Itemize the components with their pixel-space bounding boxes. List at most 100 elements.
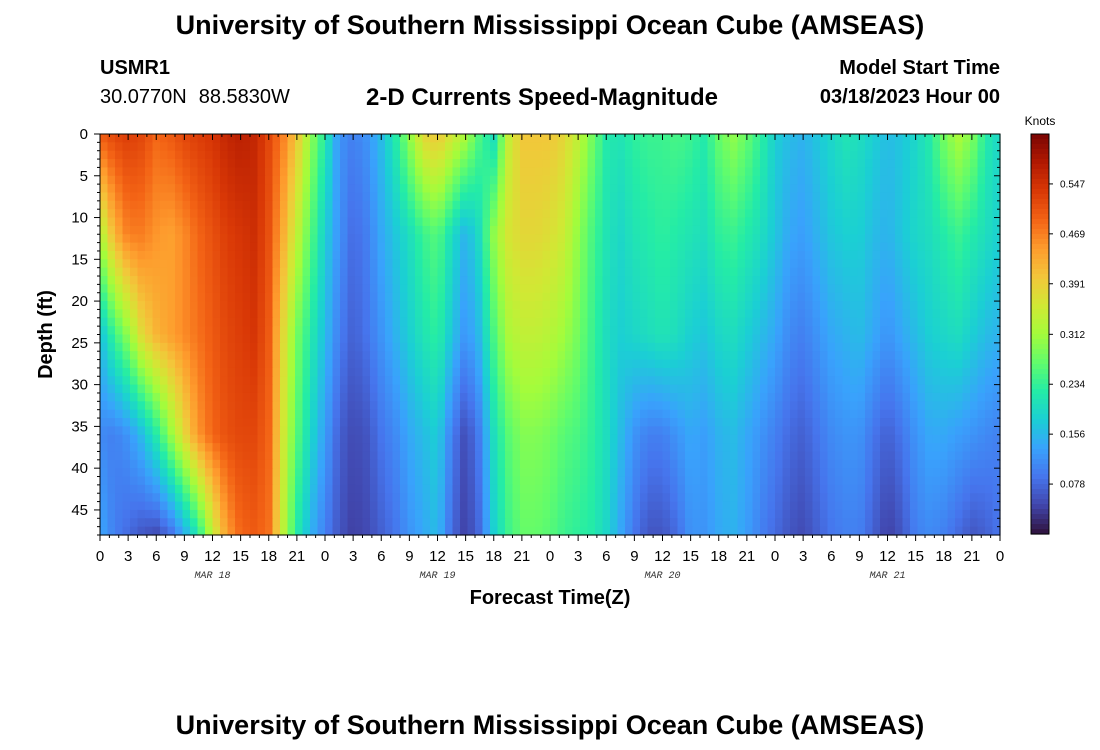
heatmap-cell (205, 434, 214, 444)
heatmap-cell (782, 267, 791, 277)
heatmap-cell (745, 267, 754, 277)
heatmap-cell (325, 309, 334, 319)
heatmap-cell (295, 468, 304, 478)
heatmap-cell (820, 426, 829, 436)
heatmap-cell (430, 468, 439, 478)
heatmap-cell (887, 192, 896, 202)
heatmap-cell (362, 326, 371, 336)
heatmap-cell (235, 309, 244, 319)
heatmap-cell (227, 334, 236, 344)
heatmap-cell (107, 451, 116, 461)
heatmap-cell (932, 276, 941, 285)
heatmap-cell (265, 150, 274, 160)
heatmap-cell (190, 392, 199, 402)
heatmap-cell (182, 409, 191, 419)
heatmap-cell (542, 184, 551, 194)
heatmap-cell (970, 384, 979, 394)
heatmap-cell (430, 217, 439, 227)
heatmap-cell (325, 326, 334, 336)
heatmap-cell (977, 150, 986, 160)
heatmap-cell (235, 459, 244, 469)
heatmap-cell (925, 301, 934, 311)
heatmap-cell (467, 217, 476, 227)
heatmap-cell (782, 159, 791, 169)
heatmap-cell (970, 259, 979, 269)
heatmap-cell (812, 209, 821, 219)
heatmap-cell (655, 359, 664, 369)
heatmap-cell (962, 301, 971, 311)
heatmap-cell (677, 317, 686, 327)
heatmap-cell (760, 284, 769, 294)
heatmap-cell (835, 142, 844, 152)
heatmap-cell (242, 259, 251, 269)
heatmap-cell (670, 284, 679, 294)
heatmap-cell (280, 234, 289, 244)
heatmap-cell (415, 175, 424, 185)
heatmap-cell (460, 376, 469, 386)
heatmap-cell (655, 167, 664, 177)
heatmap-cell (910, 184, 919, 194)
heatmap-cell (730, 159, 739, 169)
heatmap-cell (355, 359, 364, 369)
heatmap-cell (730, 376, 739, 386)
heatmap-cell (242, 175, 251, 185)
heatmap-cell (430, 434, 439, 444)
heatmap-cell (872, 159, 881, 169)
heatmap-cell (100, 476, 109, 486)
heatmap-cell (235, 334, 244, 344)
heatmap-cell (977, 351, 986, 361)
heatmap-cell (925, 159, 934, 169)
heatmap-cell (362, 317, 371, 327)
heatmap-cell (850, 392, 859, 402)
heatmap-cell (467, 284, 476, 294)
heatmap-cell (790, 209, 799, 219)
heatmap-cell (707, 150, 716, 160)
heatmap-cell (190, 342, 199, 352)
heatmap-cell (955, 334, 964, 344)
heatmap-cell (280, 426, 289, 436)
heatmap-cell (355, 334, 364, 344)
heatmap-cell (482, 192, 491, 202)
heatmap-cell (880, 317, 889, 327)
heatmap-cell (220, 334, 229, 344)
heatmap-cell (587, 342, 596, 352)
heatmap-cell (370, 292, 379, 302)
heatmap-cell (385, 159, 394, 169)
heatmap-cell (775, 367, 784, 377)
heatmap-cell (490, 267, 499, 277)
heatmap-cell (887, 392, 896, 402)
heatmap-cell (932, 326, 941, 336)
heatmap-cell (730, 317, 739, 327)
heatmap-cell (985, 134, 994, 143)
heatmap-cell (880, 401, 889, 411)
heatmap-cell (925, 392, 934, 402)
heatmap-cell (745, 359, 754, 369)
heatmap-cell (355, 367, 364, 377)
heatmap-cell (737, 409, 746, 419)
heatmap-cell (355, 392, 364, 402)
heatmap-cell (587, 200, 596, 210)
heatmap-cell (385, 426, 394, 436)
heatmap-cell (647, 276, 656, 285)
heatmap-cell (310, 167, 319, 177)
heatmap-cell (580, 250, 589, 260)
heatmap-cell (137, 192, 146, 202)
heatmap-cell (572, 225, 581, 235)
heatmap-cell (647, 284, 656, 294)
heatmap-cell (670, 459, 679, 469)
heatmap-cell (377, 326, 386, 336)
heatmap-cell (977, 459, 986, 469)
heatmap-cell (572, 351, 581, 361)
heatmap-cell (632, 209, 641, 219)
heatmap-cell (775, 242, 784, 252)
heatmap-cell (107, 376, 116, 386)
heatmap-cell (497, 301, 506, 311)
heatmap-cell (310, 334, 319, 344)
heatmap-cell (250, 451, 259, 461)
heatmap-cell (400, 292, 409, 302)
heatmap-cell (445, 242, 454, 252)
heatmap-cell (145, 359, 154, 369)
heatmap-cell (895, 459, 904, 469)
heatmap-cell (677, 451, 686, 461)
heatmap-cell (865, 134, 874, 143)
